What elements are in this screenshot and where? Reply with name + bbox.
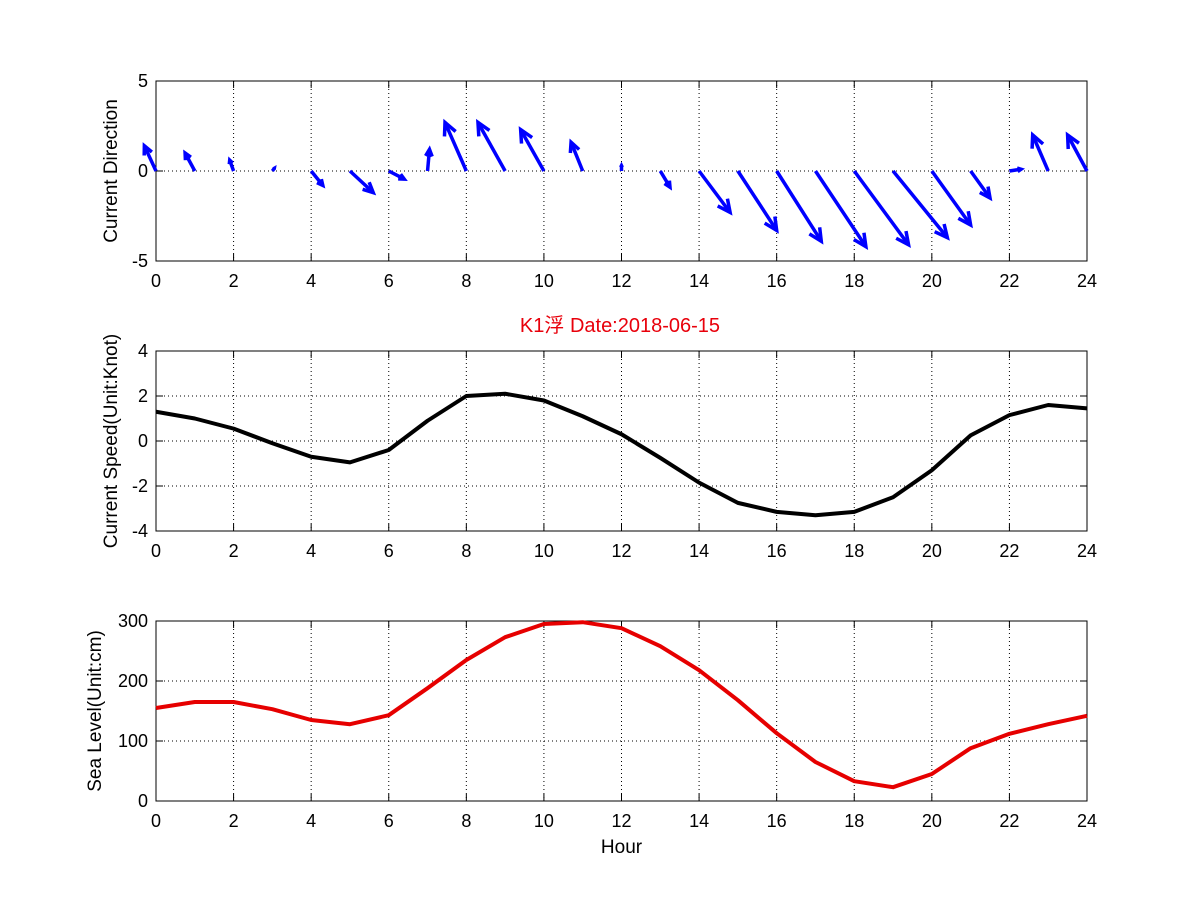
current-arrow [270,165,277,173]
sea-level-xtick-label: 2 [229,811,239,831]
current-direction-ytick-label: -5 [132,251,148,271]
current-speed-xtick-label: 12 [611,541,631,561]
current-arrow [227,156,236,172]
current-arrow [891,169,950,241]
current-arrow [814,170,869,250]
current-speed-xtick-label: 14 [689,541,709,561]
current-speed-xtick-label: 16 [767,541,787,561]
current-direction-xtick-label: 10 [534,271,554,291]
current-arrow [658,170,673,191]
current-arrow [142,142,158,172]
sea-level-xtick-label: 22 [999,811,1019,831]
sea-level-xtick-label: 16 [767,811,787,831]
current-arrow [619,161,624,171]
sea-level-ytick-label: 0 [138,791,148,811]
sea-level-ytick-label: 200 [118,671,148,691]
current-direction-xtick-label: 16 [767,271,787,291]
sea-level-xlabel: Hour [601,837,643,858]
current-arrow [183,149,197,172]
sea-level-xtick-label: 6 [384,811,394,831]
current-arrow [568,138,585,172]
sea-level-xtick-label: 20 [922,811,942,831]
current-arrow [1009,166,1026,173]
sea-level-xtick-label: 8 [461,811,471,831]
current-speed-xtick-label: 18 [844,541,864,561]
current-speed-xtick-label: 22 [999,541,1019,561]
current-speed-ytick-label: 4 [138,341,148,361]
current-arrow [476,118,507,172]
current-speed-ytick-label: 0 [138,431,148,451]
current-direction-ytick-label: 0 [138,161,148,181]
sea-level-xtick-label: 10 [534,811,554,831]
sea-level-xtick-label: 18 [844,811,864,831]
sea-level-ylabel: Sea Level(Unit:cm) [85,630,106,792]
current-direction-xtick-label: 8 [461,271,471,291]
current-direction-ylabel: Current Direction [101,99,122,243]
current-arrow [1030,131,1050,172]
current-direction-xtick-label: 22 [999,271,1019,291]
current-arrow [424,145,434,172]
sea-level-ytick-label: 300 [118,611,148,631]
current-speed-xtick-label: 10 [534,541,554,561]
sea-level-series-line [155,620,1088,790]
current-direction-xtick-label: 6 [384,271,394,291]
current-arrow [518,126,546,172]
current-arrow [309,169,326,189]
current-arrow [387,169,408,181]
current-arrow [852,169,911,249]
current-speed-xtick-label: 4 [306,541,316,561]
sea-level-ytick-label: 100 [118,731,148,751]
current-speed-ylabel: Current Speed(Unit:Knot) [101,334,122,548]
current-direction-xtick-label: 0 [151,271,161,291]
current-direction-xtick-label: 20 [922,271,942,291]
current-speed-series-line [155,391,1088,518]
current-arrow [736,170,779,234]
current-speed-ytick-label: -4 [132,521,148,541]
current-arrow [969,169,993,202]
current-direction-xtick-label: 4 [306,271,316,291]
current-arrow [930,169,973,229]
sea-level-xtick-label: 12 [611,811,631,831]
current-arrow [1065,131,1089,172]
current-speed-xtick-label: 0 [151,541,161,561]
current-speed-xtick-label: 2 [229,541,239,561]
sea-level-xtick-label: 24 [1077,811,1097,831]
sea-level-xtick-label: 4 [306,811,316,831]
current-arrow [442,118,468,172]
current-speed-xtick-label: 8 [461,541,471,561]
current-arrow [697,169,733,216]
current-speed-xtick-label: 6 [384,541,394,561]
current-speed-xtick-label: 20 [922,541,942,561]
current-arrow [348,169,377,196]
current-direction-xtick-label: 18 [844,271,864,291]
figure-title: K1浮 Date:2018-06-15 [520,314,720,337]
current-direction-xtick-label: 24 [1077,271,1097,291]
current-direction-ytick-label: 5 [138,71,148,91]
current-arrow [775,170,824,245]
current-direction-xtick-label: 12 [611,271,631,291]
sea-level-xtick-label: 14 [689,811,709,831]
sea-level-xtick-label: 0 [151,811,161,831]
current-speed-xtick-label: 24 [1077,541,1097,561]
current-speed-ytick-label: -2 [132,476,148,496]
current-direction-xtick-label: 14 [689,271,709,291]
current-speed-ytick-label: 2 [138,386,148,406]
current-direction-xtick-label: 2 [229,271,239,291]
